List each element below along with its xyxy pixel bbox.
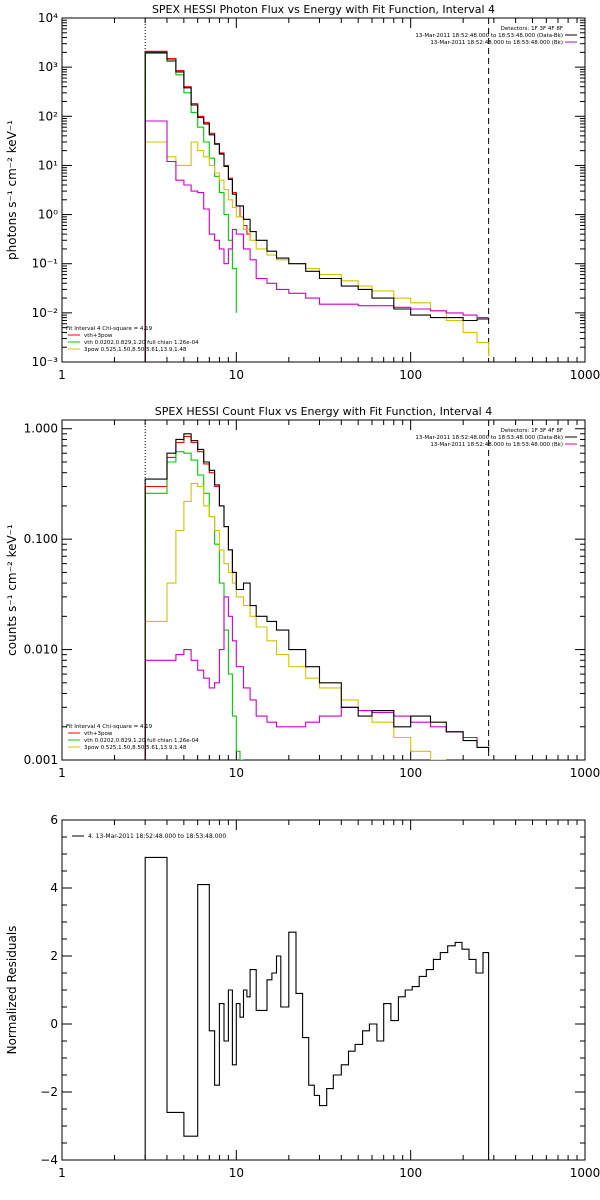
legend-entry: vth+3pow [84, 731, 113, 737]
series-line-2 [144, 482, 447, 760]
legend-entry: 3pow 0.525,1.50,8.50,5.61,13.9,1.48 [84, 745, 187, 751]
x-tick-label: 10 [229, 1166, 244, 1180]
chart-title: SPEX HESSI Photon Flux vs Energy with Fi… [152, 3, 495, 16]
legend-entry: 13-Mar-2011 18:52:48.000 to 18:53:48.000… [415, 435, 563, 441]
legend-entry: vth+3pow [84, 333, 113, 339]
y-tick-label: 10³ [38, 60, 58, 74]
series-group [144, 433, 490, 760]
series-line-1 [144, 52, 237, 362]
plot-frame [61, 419, 586, 761]
y-axis-label: counts s⁻¹ cm⁻² keV⁻¹ [5, 524, 19, 656]
chart-panel-2: SPEX HESSI Count Flux vs Energy with Fit… [5, 405, 600, 780]
chart-panel-3: Normalized Residuals 1 10 100 1000 −4 −2 0 2 4 6 4.… [5, 813, 600, 1180]
y-tick-label: 10⁰ [38, 208, 58, 222]
series-line-2 [144, 141, 490, 362]
y-tick-label: 10⁻¹ [32, 257, 59, 271]
y-tick-label: 10⁻³ [32, 355, 59, 369]
x-tick-label: 10 [229, 766, 244, 780]
y-axis-label: photons s⁻¹ cm⁻² keV⁻¹ [5, 120, 19, 260]
y-tick-label: 10¹ [38, 158, 58, 172]
series-group [144, 50, 490, 362]
y-tick-label: 0.010 [24, 643, 58, 657]
x-tick-label: 1 [58, 368, 66, 382]
series-line-3 [144, 596, 489, 760]
x-tick-label: 10 [229, 368, 244, 382]
series-line-1 [144, 451, 244, 760]
series-line-4 [144, 433, 490, 760]
y-tick-label: −4 [40, 1153, 58, 1167]
plot-frame [61, 17, 586, 363]
legend-entry: 13-Mar-2011 18:52:48.000 to 18:53:48.000… [415, 33, 563, 39]
y-tick-label: 10⁴ [38, 11, 58, 25]
x-tick-label: 100 [399, 766, 422, 780]
x-tick-label: 1000 [570, 766, 600, 780]
y-tick-label: 10⁻² [32, 306, 59, 320]
legend-entry: Fit Interval 4 Chi-square = 4.19 [66, 326, 153, 332]
x-tick-label: 100 [399, 1166, 422, 1180]
series-group [144, 856, 490, 1160]
series-line-0 [144, 50, 251, 362]
y-tick-label: 0.001 [24, 753, 58, 767]
y-tick-label: −2 [40, 1085, 58, 1099]
y-tick-label: 6 [50, 813, 58, 827]
y-tick-label: 0.100 [24, 532, 58, 546]
chart-title: SPEX HESSI Count Flux vs Energy with Fit… [155, 405, 492, 418]
x-tick-label: 100 [399, 368, 422, 382]
y-tick-label: 0 [50, 1017, 58, 1031]
x-tick-label: 1000 [570, 368, 600, 382]
series-line-0 [144, 856, 490, 1160]
legend-entry: Fit Interval 4 Chi-square = 4.19 [66, 724, 153, 730]
y-tick-label: 1.000 [24, 422, 58, 436]
series-line-4 [144, 51, 490, 362]
chart-panel-1: SPEX HESSI Photon Flux vs Energy with Fi… [5, 3, 600, 382]
legend-entry: 13-Mar-2011 18:52:48.000 to 18:53:48.000… [430, 40, 563, 46]
y-tick-label: 4 [50, 881, 58, 895]
legend-entry: vth 0.0202,0.829,1.20 full chian 1.26e-0… [84, 738, 199, 744]
x-tick-label: 1000 [570, 1166, 600, 1180]
y-tick-label: 2 [50, 949, 58, 963]
series-line-3 [144, 120, 489, 362]
x-tick-label: 1 [58, 1166, 66, 1180]
legend-entry: 13-Mar-2011 18:52:48.000 to 18:53:48.000… [430, 442, 563, 448]
legend-entry: Detectors: 1F 3F 4F 8F [501, 26, 563, 32]
y-axis-label: Normalized Residuals [5, 926, 19, 1055]
x-tick-label: 1 [58, 766, 66, 780]
y-tick-label: 10² [38, 109, 58, 123]
plot-frame [61, 819, 586, 1161]
legend-entry: vth 0.0202,0.829,1.20 full chian 1.26e-0… [84, 340, 199, 346]
legend-entry: Detectors: 1F 3F 4F 8F [501, 428, 563, 434]
legend-entry: 3pow 0.525,1.50,8.50,5.61,13.9,1.48 [84, 347, 187, 353]
legend-entry: 4. 13-Mar-2011 18:52:48.000 to 18:53:48.… [88, 833, 226, 840]
